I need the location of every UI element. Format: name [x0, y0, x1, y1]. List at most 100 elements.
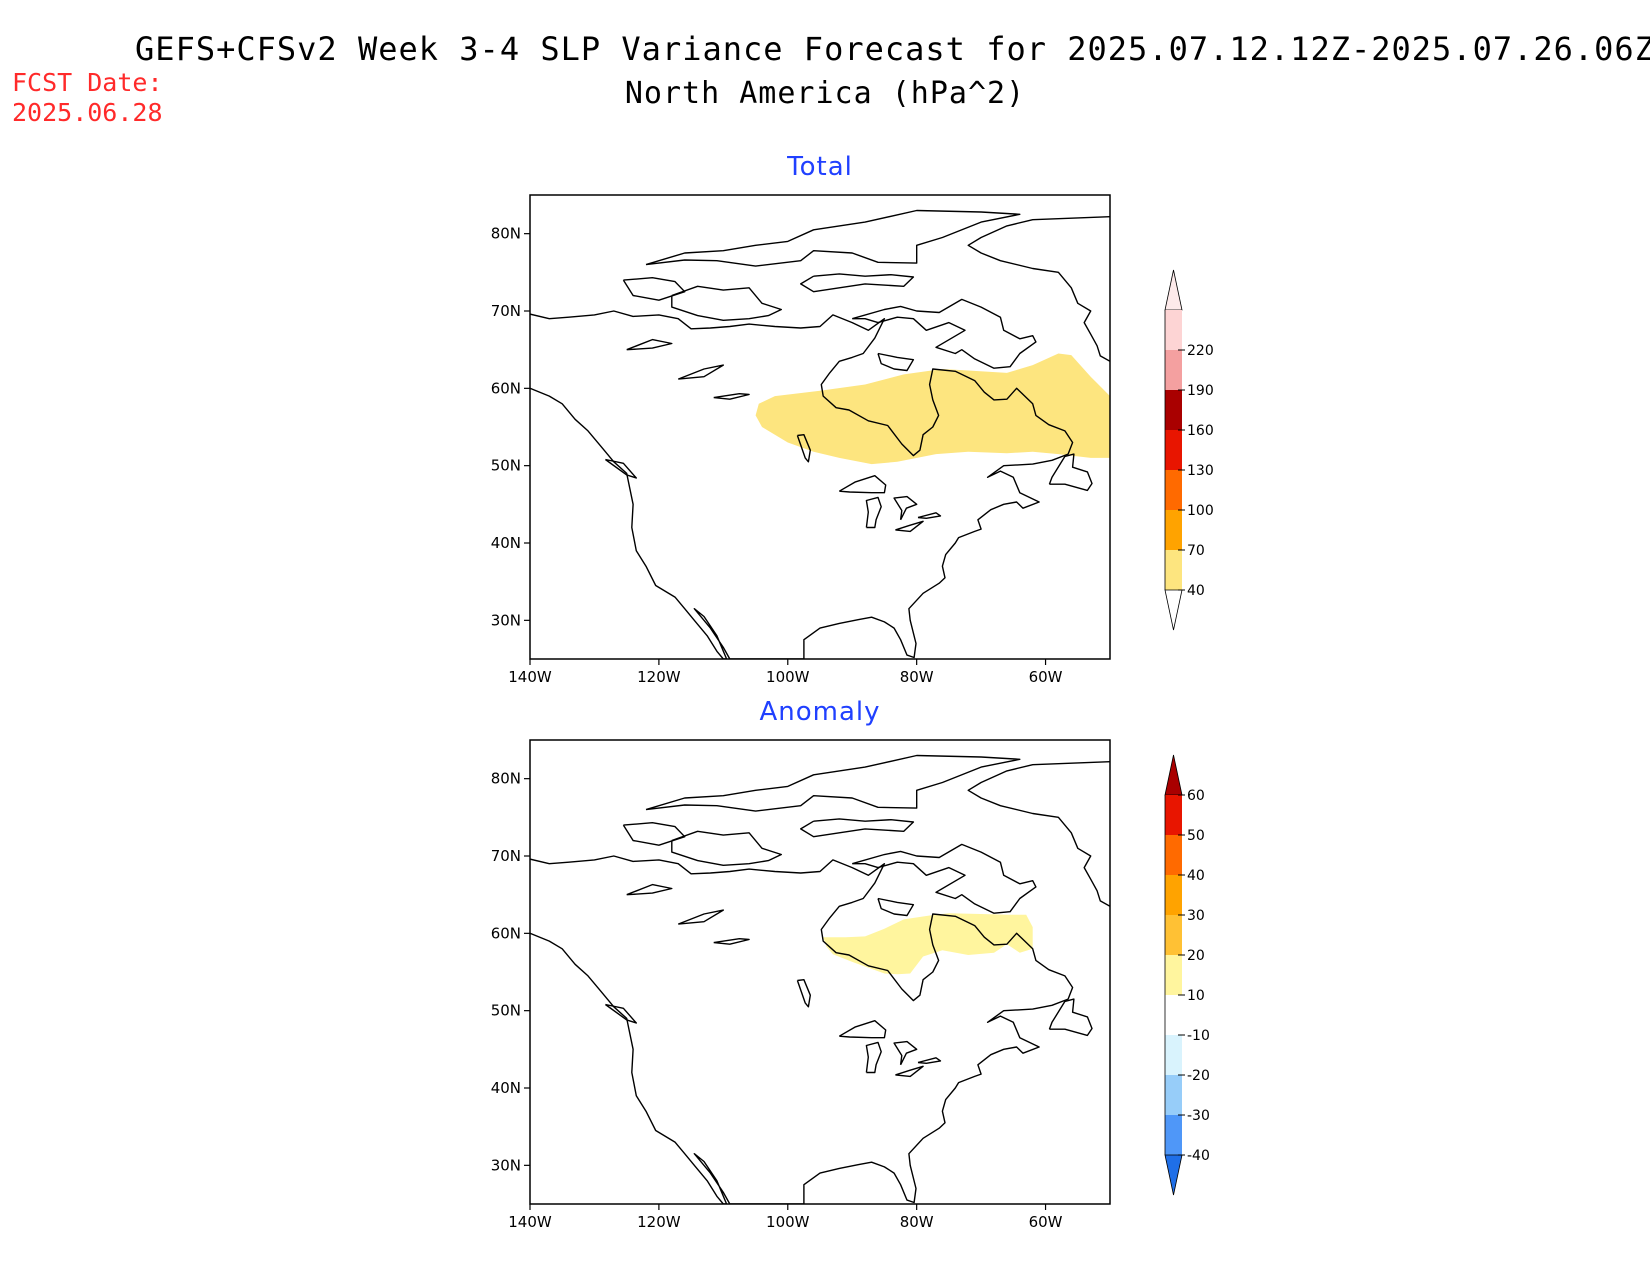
- map-frame: [529, 194, 1111, 660]
- coastline: [917, 1057, 942, 1064]
- coastline: [671, 830, 782, 866]
- coastline: [865, 496, 882, 529]
- coastline: [626, 883, 673, 896]
- coastline: [713, 938, 750, 945]
- lat-tick-label: 30N: [491, 611, 521, 629]
- map-panel-total: 140W 120W 100W 80W 60W 30N 40N 50N 60N 70N 80N: [491, 194, 1111, 686]
- coastline: [530, 310, 1074, 659]
- coastline: [604, 1003, 637, 1024]
- lat-tick-label: 80N: [491, 770, 521, 788]
- coastline: [530, 855, 1074, 1204]
- lat-tick-label: 80N: [491, 225, 521, 243]
- lon-tick-label: 60W: [1029, 1213, 1063, 1231]
- lon-tick-label: 60W: [1029, 668, 1063, 686]
- map-panel-anomaly: 140W 120W 100W 80W 60W 30N 40N 50N 60N 70N 80N: [491, 739, 1111, 1231]
- lon-tick-label: 100W: [766, 668, 810, 686]
- coastline: [677, 909, 724, 925]
- lon-tick-label: 120W: [637, 668, 681, 686]
- coastline: [877, 352, 915, 372]
- colorbar-total: 40 70 100 130 160 190 220: [1164, 269, 1214, 631]
- colorbar-segment: [1165, 550, 1182, 590]
- lat-tick-label: 50N: [491, 457, 521, 475]
- lon-tick-label: 140W: [508, 1213, 552, 1231]
- colorbar-label: 10: [1187, 988, 1205, 1004]
- colorbar-segment: [1165, 875, 1182, 915]
- lon-tick-label: 80W: [900, 668, 934, 686]
- coastline: [796, 979, 811, 1008]
- colorbar-segment: [1165, 1075, 1182, 1115]
- coastline: [893, 1040, 918, 1066]
- coastline: [852, 298, 1037, 369]
- coastline: [713, 393, 750, 400]
- coastline: [800, 818, 915, 838]
- map-content: [530, 754, 1110, 1204]
- colorbar-label: 20: [1187, 948, 1205, 964]
- colorbar-high-arrow: [1164, 754, 1183, 796]
- coastline: [877, 897, 915, 917]
- colorbar-label: 50: [1187, 828, 1205, 844]
- colorbar-label: 40: [1187, 868, 1205, 884]
- lon-tick-label: 120W: [637, 1213, 681, 1231]
- colorbar-high-arrow: [1164, 269, 1183, 311]
- lon-tick-label: 140W: [508, 668, 552, 686]
- lat-tick-label: 40N: [491, 1079, 521, 1097]
- coastline: [917, 512, 942, 519]
- coastline: [645, 754, 1021, 812]
- colorbar-label: 190: [1187, 383, 1214, 399]
- colorbar-segment: [1165, 1035, 1182, 1075]
- colorbar-segment: [1165, 350, 1182, 390]
- colorbar-label: 40: [1187, 583, 1205, 599]
- lat-tick-label: 40N: [491, 534, 521, 552]
- lat-tick-label: 70N: [491, 302, 521, 320]
- shaded-region: [823, 913, 1033, 975]
- coastline: [895, 520, 924, 533]
- colorbar-label: 160: [1187, 423, 1214, 439]
- colorbar-label: 60: [1187, 788, 1205, 804]
- coastline: [677, 364, 724, 380]
- colorbar-segment: [1165, 795, 1182, 835]
- lat-tick-label: 60N: [491, 379, 521, 397]
- coastline: [1048, 453, 1093, 492]
- coastline: [893, 495, 918, 521]
- colorbar-label: -20: [1187, 1068, 1210, 1084]
- coastline: [852, 843, 1037, 914]
- forecast-date-label: FCST Date:: [12, 68, 163, 97]
- coastline: [622, 277, 686, 301]
- coastline: [671, 285, 782, 321]
- colorbar-label: 100: [1187, 503, 1214, 519]
- colorbar-segment: [1165, 310, 1182, 350]
- coastline: [865, 1041, 882, 1074]
- coastline: [622, 822, 686, 846]
- colorbar-segment: [1165, 995, 1182, 1035]
- colorbar-segment: [1165, 390, 1182, 430]
- coastline: [967, 216, 1110, 362]
- colorbar-segment: [1165, 1115, 1182, 1155]
- map-content: [530, 209, 1110, 659]
- lon-tick-label: 100W: [766, 1213, 810, 1231]
- forecast-date-value: 2025.06.28: [12, 98, 163, 127]
- colorbar-anomaly: -40 -30 -20 -10 10 20 30 40 50 60: [1164, 754, 1210, 1196]
- coastline: [796, 434, 811, 463]
- coastline: [895, 1065, 924, 1078]
- lat-tick-label: 50N: [491, 1002, 521, 1020]
- coastline: [838, 1020, 887, 1039]
- colorbar-segment: [1165, 510, 1182, 550]
- map-frame: [529, 739, 1111, 1205]
- lat-tick-label: 60N: [491, 924, 521, 942]
- lon-tick-label: 80W: [900, 1213, 934, 1231]
- chart-subtitle: North America (hPa^2): [624, 76, 1026, 111]
- colorbar-segment: [1165, 430, 1182, 470]
- colorbar-low-arrow: [1164, 589, 1183, 631]
- colorbar-segment: [1165, 915, 1182, 955]
- colorbar-label: -30: [1187, 1108, 1210, 1124]
- colorbar-segment: [1165, 470, 1182, 510]
- coastline: [626, 338, 673, 351]
- colorbar-label: 220: [1187, 343, 1214, 359]
- colorbar-label: 30: [1187, 908, 1205, 924]
- lat-tick-label: 30N: [491, 1156, 521, 1174]
- panel-title-total: Total: [787, 152, 853, 182]
- coastline: [645, 209, 1021, 267]
- coastline: [1048, 998, 1093, 1037]
- panel-title-anomaly: Anomaly: [759, 697, 881, 727]
